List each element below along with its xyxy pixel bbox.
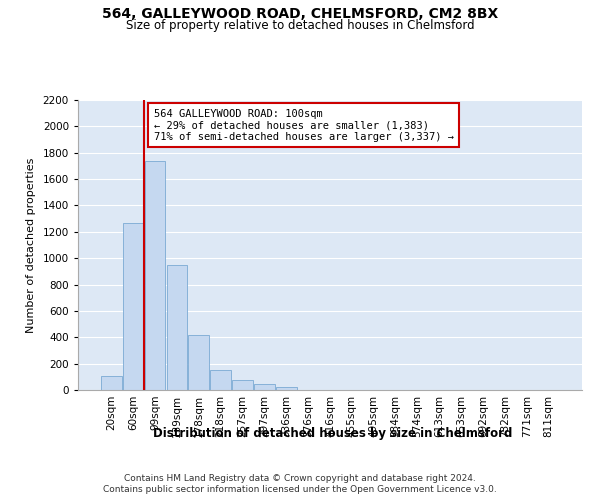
Bar — [145, 160, 166, 390]
Text: Contains public sector information licensed under the Open Government Licence v3: Contains public sector information licen… — [103, 485, 497, 494]
Bar — [167, 265, 187, 390]
Y-axis label: Number of detached properties: Number of detached properties — [26, 158, 36, 332]
Text: 564, GALLEYWOOD ROAD, CHELMSFORD, CM2 8BX: 564, GALLEYWOOD ROAD, CHELMSFORD, CM2 8B… — [102, 8, 498, 22]
Bar — [188, 336, 209, 390]
Bar — [232, 380, 253, 390]
Bar — [276, 386, 296, 390]
Bar — [254, 384, 275, 390]
Bar — [123, 222, 143, 390]
Bar — [101, 376, 122, 390]
Text: 564 GALLEYWOOD ROAD: 100sqm
← 29% of detached houses are smaller (1,383)
71% of : 564 GALLEYWOOD ROAD: 100sqm ← 29% of det… — [154, 108, 454, 142]
Bar — [210, 370, 231, 390]
Text: Size of property relative to detached houses in Chelmsford: Size of property relative to detached ho… — [125, 19, 475, 32]
Text: Contains HM Land Registry data © Crown copyright and database right 2024.: Contains HM Land Registry data © Crown c… — [124, 474, 476, 483]
Text: Distribution of detached houses by size in Chelmsford: Distribution of detached houses by size … — [154, 428, 512, 440]
